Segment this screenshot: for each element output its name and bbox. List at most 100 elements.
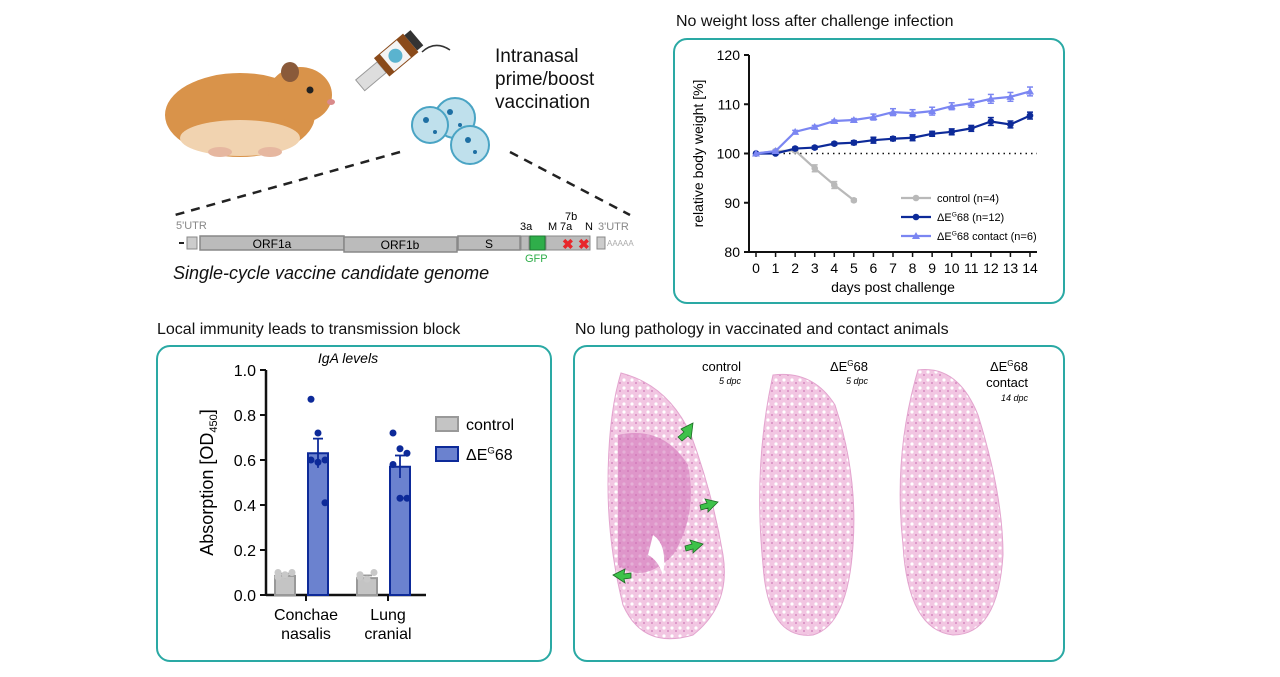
hamster-vaccination-illustration (165, 30, 631, 217)
x-tick-label: 3 (811, 260, 819, 276)
legend-marker (912, 232, 920, 239)
x-tick-label: 12 (983, 260, 999, 276)
genome-caption: Single-cycle vaccine candidate genome (173, 263, 490, 283)
data-point (321, 499, 329, 507)
data-point (1026, 112, 1034, 119)
data-point (363, 575, 371, 583)
y-axis-label: Absorption [OD450] (197, 409, 220, 555)
data-point (967, 125, 975, 132)
vaccination-label: Intranasal prime/boost vaccination (495, 45, 594, 114)
x-axis-label: days post challenge (831, 279, 955, 295)
y-tick-label: 0.0 (234, 588, 256, 605)
y-axis-label: relative body weight [%] (690, 80, 706, 228)
polya-label: AAAAA (607, 239, 634, 248)
legend-marker (912, 213, 920, 221)
x-tick-label: 14 (1022, 260, 1038, 276)
data-point (889, 135, 897, 143)
vaccination-line: vaccination (495, 92, 591, 113)
legend-label: control (n=4) (937, 193, 999, 205)
iga-chart: IgA levels 0.0 0.2 0.4 0.6 0.8 1.0 Absorption [… (197, 350, 514, 643)
vaccination-line: Intranasal (495, 46, 579, 67)
data-point (396, 445, 404, 453)
data-point (948, 128, 956, 136)
weight-panel-title: No weight loss after challenge infection (676, 13, 954, 30)
lung-sub-control: 5 dpc (719, 376, 742, 386)
data-point (791, 145, 799, 152)
x-tick-label: 1 (772, 260, 780, 276)
x-tick-label: Lung (370, 607, 406, 624)
data-point (986, 94, 995, 102)
data-point (810, 122, 819, 130)
data-point (307, 456, 315, 464)
data-point (752, 149, 760, 157)
y-tick-label: 0.6 (234, 453, 256, 470)
gene-7b-label: 7b (565, 212, 577, 223)
x-tick-label: 13 (1003, 260, 1019, 276)
x-tick-label: 11 (964, 260, 979, 276)
data-point (830, 140, 838, 147)
data-point (850, 139, 858, 146)
data-point (811, 164, 819, 172)
x-tick-label: 6 (870, 260, 878, 276)
iga-panel-title: Local immunity leads to transmission blo… (157, 321, 461, 338)
data-point (403, 494, 411, 502)
legend-swatch (435, 416, 459, 432)
x-tick-label: 0 (752, 260, 760, 276)
iga-panel (156, 345, 552, 662)
bar (307, 452, 329, 596)
data-point (771, 147, 780, 155)
y-tick-label: 0.4 (234, 498, 256, 515)
data-point (274, 573, 282, 581)
bar (389, 465, 411, 596)
x-tick-label: 7 (889, 260, 897, 276)
data-point (370, 569, 378, 576)
utr3-label: 3'UTR (598, 221, 629, 233)
x-tick-label: 5 (850, 260, 858, 276)
lung-section-contact (899, 369, 1004, 636)
x-tick-label: 8 (909, 260, 917, 276)
green-arrow-icon (612, 422, 719, 584)
hamster-icon (165, 62, 335, 157)
x-tick-label: nasalis (281, 626, 331, 643)
data-point (321, 456, 329, 464)
data-point (403, 449, 411, 457)
x-tick-label: Conchae (274, 607, 338, 624)
data-point (830, 181, 838, 189)
y-tick-label: 120 (717, 47, 741, 63)
data-point (1026, 87, 1034, 95)
data-point (869, 113, 878, 121)
gene-orf1b (343, 236, 458, 253)
gene-3a-label: 3a (520, 221, 533, 233)
curved-arrow-icon (421, 44, 451, 53)
x-tick-label: cranial (364, 626, 411, 643)
genome-map: 5'UTR ORF1a ORF1b S ✖ ✖ AAAAA 3a M 7a 7b… (176, 212, 634, 262)
deletion-mark-7b: ✖ (578, 236, 590, 252)
data-point (850, 196, 858, 204)
lung-label-contact: ΔEG68 (990, 359, 1028, 374)
x-tick-label: 9 (928, 260, 936, 276)
data-point (1007, 121, 1014, 128)
y-tick-label: 80 (724, 244, 740, 260)
deletion-mark-7a: ✖ (562, 236, 574, 252)
lung-panel-title: No lung pathology in vaccinated and cont… (575, 321, 949, 338)
weight-panel (673, 38, 1065, 304)
utr5-label: 5'UTR (176, 220, 207, 232)
y-tick-label: 90 (724, 195, 740, 211)
gene-s (457, 235, 521, 251)
gene-orf1a-label: ORF1a (253, 237, 292, 251)
lung-section-control (607, 372, 725, 640)
legend-label: ΔEG68 contact (n=6) (937, 231, 1037, 243)
legend-label: ΔEG68 (n=12) (937, 212, 1004, 224)
y-tick-label: 1.0 (234, 363, 256, 380)
y-tick-label: 100 (717, 146, 741, 162)
gene-m-label: M (548, 221, 557, 233)
y-tick-label: 110 (718, 96, 741, 112)
data-point (356, 573, 364, 581)
data-point (811, 144, 819, 151)
data-point (928, 130, 936, 138)
data-point (288, 569, 296, 576)
y-tick-label: 0.8 (234, 408, 256, 425)
data-point (830, 116, 839, 124)
data-point (870, 136, 877, 144)
